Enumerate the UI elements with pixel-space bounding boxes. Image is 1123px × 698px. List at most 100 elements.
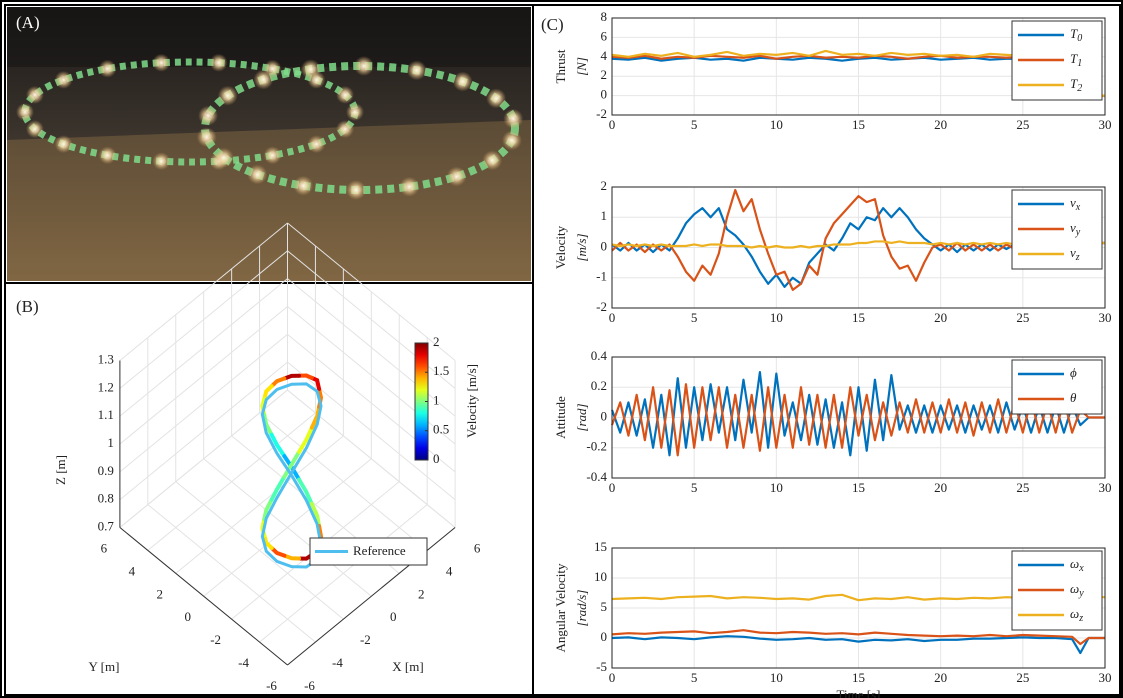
z-axis-label: Z [m] <box>53 455 68 485</box>
grid-line <box>119 222 288 361</box>
y-tick-label: -2 <box>596 106 607 121</box>
colorbar-tick-label: 0 <box>433 451 440 466</box>
legend-label: T1 <box>1070 51 1082 69</box>
photo <box>7 7 531 281</box>
grid-line <box>119 333 288 473</box>
x-tick-label: 15 <box>852 310 865 325</box>
y-axis-label: Velocity <box>553 225 568 269</box>
legend-label-base: ω <box>1070 556 1079 571</box>
trajectory-segment <box>282 373 302 381</box>
trajectory-segment <box>309 501 322 529</box>
axes-frame <box>611 186 1106 309</box>
grid-line <box>119 389 288 528</box>
x-tick-label: 30 <box>1099 310 1112 325</box>
photo-light <box>213 147 234 168</box>
grid-line <box>119 361 288 501</box>
photo-light <box>336 120 355 139</box>
axis-line <box>119 527 288 666</box>
grid-line <box>287 361 456 501</box>
z-tick-label: 1.3 <box>98 351 114 366</box>
photo-light <box>293 175 314 196</box>
x-tick-label: 10 <box>770 480 783 495</box>
axes-frame <box>611 547 1106 669</box>
photo-light <box>54 70 73 89</box>
photo-light <box>307 135 326 154</box>
x-tick-label: 30 <box>1099 480 1112 495</box>
trajectory-segment <box>262 384 274 401</box>
colorbar-tick-label: 1.5 <box>433 363 449 378</box>
legend-label-base: v <box>1070 220 1076 235</box>
trajectory-segment <box>262 497 274 522</box>
photo-floor <box>7 120 531 281</box>
legend-label: θ <box>1070 390 1077 405</box>
legend-label-sub: y <box>1075 227 1081 238</box>
y-tick-label: 2 <box>601 67 608 82</box>
legend-label-sub: 1 <box>1077 58 1082 69</box>
axes-frame <box>611 17 1106 116</box>
y-axis-label: [N] <box>574 57 589 76</box>
x-tick-label: 15 <box>852 480 865 495</box>
legend-label-base: T <box>1070 26 1078 41</box>
y-axis-label: Thrust <box>553 49 568 83</box>
x-tick-label: 20 <box>934 670 947 685</box>
photo-wall <box>7 7 531 67</box>
photo-light <box>307 70 326 89</box>
z-tick-label: 0.7 <box>98 518 115 533</box>
legend-label-sub: x <box>1075 202 1081 213</box>
photo-light <box>16 103 34 121</box>
x-tick-label: 5 <box>691 117 698 132</box>
x-tick-label: 0 <box>609 480 616 495</box>
y-tick-label: 4 <box>601 48 608 63</box>
photo-light <box>263 59 282 78</box>
photo-light <box>217 85 238 106</box>
trajectory-segment <box>282 553 302 561</box>
y-tick-label: 0 <box>601 87 608 102</box>
y-tick-label: 0 <box>184 609 191 624</box>
y-tick-label: 1 <box>601 208 608 223</box>
x-tick-label: 10 <box>770 670 783 685</box>
panel-label: (B) <box>16 297 39 316</box>
y-axis-label: Angular Velocity <box>553 563 568 652</box>
legend-box <box>1011 359 1103 415</box>
x-tick-label: -6 <box>304 678 315 693</box>
panel-label: (A) <box>16 13 40 32</box>
x-tick-label: 5 <box>691 310 698 325</box>
axes-frame <box>611 356 1106 479</box>
grid-line <box>287 389 456 528</box>
y-tick-label: 0.2 <box>591 378 607 393</box>
grid-line <box>119 250 288 389</box>
y-axis-label: [rad] <box>574 403 589 431</box>
x-tick-label: 2 <box>418 586 425 601</box>
legend-label-base: T <box>1070 51 1078 66</box>
x-tick-label: 25 <box>1016 480 1029 495</box>
legend-label: Reference <box>353 543 406 558</box>
photo-light <box>25 120 44 139</box>
photo-light <box>353 56 374 77</box>
legend-label-sub: z <box>1078 613 1083 624</box>
y-axis-label: [m/s] <box>574 233 589 261</box>
y-tick-label: -4 <box>238 655 249 670</box>
grid-line <box>287 222 456 361</box>
colorbar-tick-label: 0.5 <box>433 422 449 437</box>
z-tick-label: 1 <box>107 435 114 450</box>
legend-label: vz <box>1070 245 1080 263</box>
legend-label: ωx <box>1070 556 1084 574</box>
y-tick-label: -2 <box>596 299 607 314</box>
photo-light <box>406 60 427 81</box>
trajectory-segment <box>269 545 287 558</box>
x-tick-label: 25 <box>1016 117 1029 132</box>
trajectory-segment <box>262 413 274 437</box>
z-tick-label: 1.1 <box>98 407 114 422</box>
y-tick-label: 10 <box>594 569 607 584</box>
z-tick-label: 0.9 <box>98 463 114 478</box>
legend-label-base: T <box>1070 76 1078 91</box>
x-tick-label: 20 <box>934 480 947 495</box>
trajectory-segment <box>262 533 274 550</box>
x-tick-label: 20 <box>934 117 947 132</box>
photo-light <box>247 164 268 185</box>
trajectory-segment <box>297 425 314 454</box>
x-tick-label: 15 <box>852 670 865 685</box>
x-tick-label: 0 <box>390 609 397 624</box>
